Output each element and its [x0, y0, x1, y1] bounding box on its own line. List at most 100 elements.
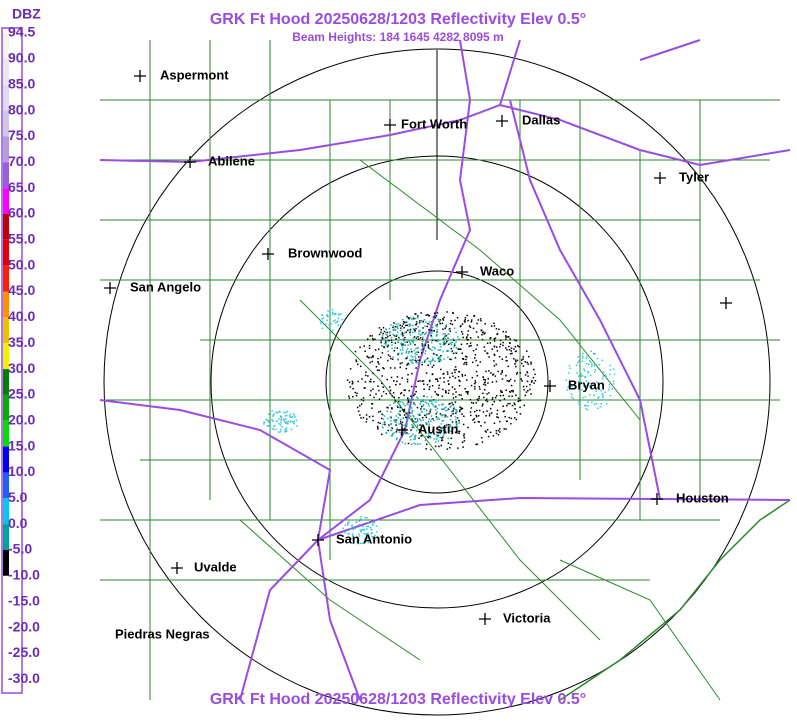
- echo-pixel: [584, 404, 586, 407]
- echo-pixel: [449, 426, 451, 428]
- echo-pixel: [473, 421, 476, 424]
- echo-pixel: [409, 330, 411, 332]
- echo-pixel: [418, 329, 420, 332]
- echo-pixel: [385, 328, 387, 331]
- echo-pixel: [419, 380, 421, 382]
- echo-pixel: [382, 386, 384, 388]
- echo-pixel: [589, 374, 592, 377]
- echo-pixel: [485, 398, 488, 400]
- echo-pixel: [420, 419, 422, 422]
- echo-pixel: [281, 426, 283, 428]
- legend-label: 90.0: [8, 50, 35, 66]
- echo-pixel: [409, 334, 412, 336]
- echo-pixel: [439, 349, 441, 351]
- echo-pixel: [425, 410, 428, 412]
- echo-pixel: [404, 344, 407, 346]
- echo-pixel: [377, 361, 379, 363]
- echo-pixel: [514, 346, 517, 348]
- echo-pixel: [352, 382, 354, 384]
- echo-pixel: [410, 359, 412, 361]
- echo-pixel: [406, 315, 408, 318]
- echo-pixel: [533, 382, 535, 384]
- echo-pixel: [414, 436, 416, 439]
- echo-pixel: [422, 321, 424, 324]
- echo-pixel: [440, 359, 442, 361]
- echo-pixel: [365, 525, 368, 528]
- echo-pixel: [405, 351, 407, 354]
- echo-pixel: [371, 402, 374, 405]
- echo-pixel: [401, 352, 403, 354]
- echo-pixel: [469, 411, 472, 413]
- echo-pixel: [385, 344, 387, 346]
- echo-pixel: [458, 338, 460, 340]
- echo-pixel: [275, 428, 277, 430]
- echo-pixel: [422, 400, 424, 402]
- echo-pixel: [518, 346, 520, 348]
- echo-pixel: [456, 317, 459, 319]
- echo-pixel: [410, 443, 413, 445]
- echo-pixel: [444, 342, 446, 345]
- echo-pixel: [484, 384, 487, 386]
- echo-pixel: [375, 366, 378, 368]
- echo-pixel: [282, 418, 285, 420]
- echo-pixel: [365, 374, 367, 377]
- echo-pixel: [422, 380, 425, 382]
- echo-pixel: [424, 352, 426, 355]
- echo-pixel: [417, 326, 419, 328]
- echo-pixel: [389, 334, 391, 337]
- echo-pixel: [478, 421, 480, 423]
- echo-pixel: [420, 408, 422, 410]
- echo-pixel: [461, 407, 464, 410]
- echo-pixel: [602, 398, 604, 401]
- echo-pixel: [363, 532, 365, 535]
- echo-pixel: [448, 343, 450, 346]
- range-rings: [103, 48, 771, 716]
- echo-pixel: [376, 531, 378, 533]
- echo-pixel: [452, 338, 454, 340]
- echo-pixel: [514, 403, 516, 406]
- echo-pixel: [516, 411, 518, 413]
- echo-pixel: [422, 331, 424, 334]
- echo-pixel: [398, 406, 401, 409]
- echo-pixel: [395, 424, 397, 426]
- echo-pixel: [403, 410, 405, 413]
- echo-pixel: [381, 335, 384, 337]
- echo-pixel: [493, 325, 496, 327]
- echo-pixel: [405, 350, 408, 352]
- echo-pixel: [515, 361, 517, 363]
- echo-pixel: [391, 434, 394, 436]
- echo-pixel: [415, 317, 417, 320]
- echo-pixel: [425, 331, 427, 334]
- echo-pixel: [269, 426, 271, 429]
- echo-pixel: [432, 353, 435, 355]
- echo-pixel: [414, 331, 416, 333]
- echo-pixel: [455, 409, 458, 411]
- echo-pixel: [381, 338, 383, 341]
- echo-pixel: [438, 387, 440, 389]
- echo-pixel: [364, 350, 366, 352]
- echo-pixel: [461, 323, 464, 325]
- echo-pixel: [428, 423, 431, 425]
- echo-pixel: [431, 338, 434, 341]
- echo-pixel: [332, 329, 334, 331]
- echo-pixel: [432, 429, 434, 431]
- basemap: [1, 27, 791, 716]
- echo-pixel: [393, 322, 395, 324]
- echo-pixel: [403, 408, 406, 411]
- echo-pixel: [357, 380, 359, 383]
- echo-pixel: [450, 347, 453, 350]
- echo-pixel: [382, 327, 385, 329]
- echo-pixel: [582, 397, 584, 399]
- echo-pixel: [514, 380, 516, 382]
- echo-pixel: [396, 326, 399, 328]
- echo-pixel: [348, 395, 350, 398]
- echo-pixel: [386, 378, 388, 381]
- echo-pixel: [464, 317, 467, 319]
- echo-pixel: [488, 356, 490, 358]
- echo-pixel: [499, 420, 501, 423]
- echo-pixel: [447, 392, 450, 394]
- echo-pixel: [425, 350, 427, 352]
- echo-pixel: [512, 391, 514, 393]
- echo-pixel: [500, 373, 502, 375]
- echo-pixel: [390, 429, 393, 432]
